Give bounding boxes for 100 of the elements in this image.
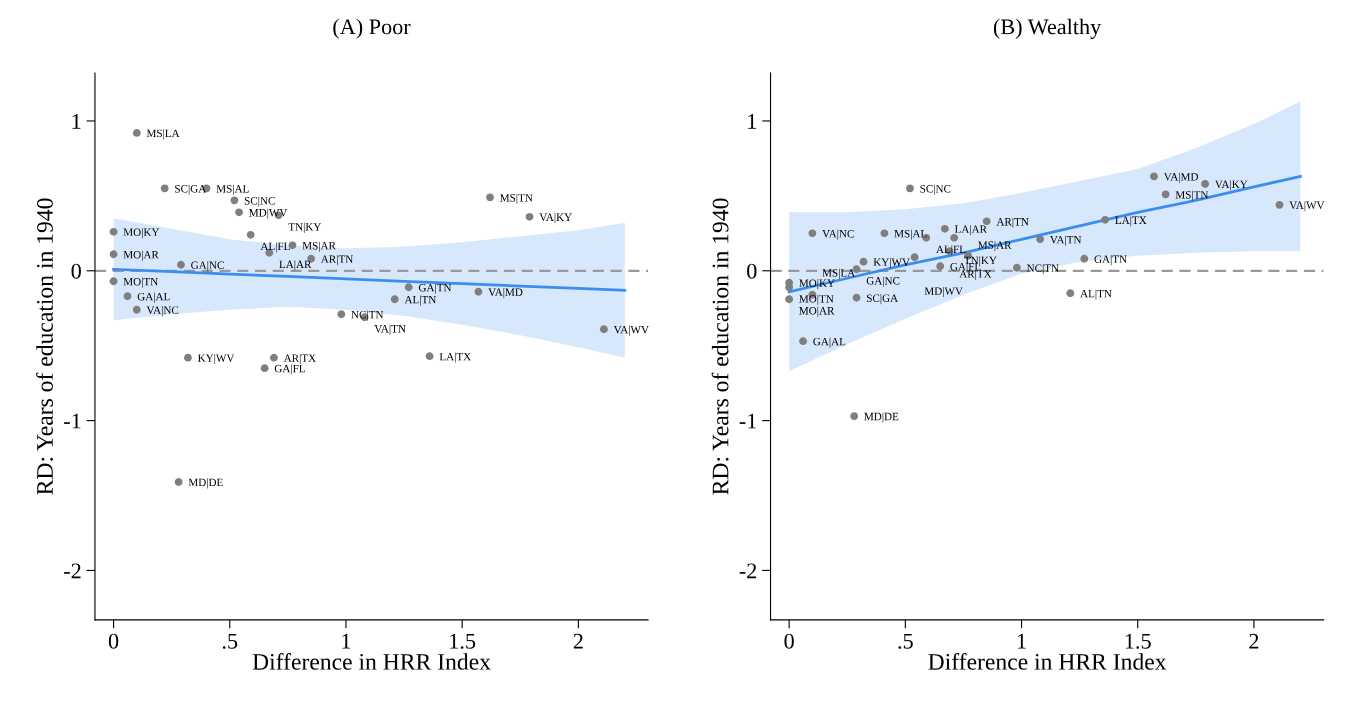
annotation: MD|DE [188, 478, 223, 489]
chart-title: (B) Wealthy [993, 18, 1102, 39]
y-tick-label: 1 [72, 113, 81, 129]
point [260, 364, 269, 373]
point [177, 260, 185, 269]
annotation: MS|LA [822, 268, 856, 279]
point [808, 229, 817, 238]
annotation: GA|NC [866, 276, 900, 287]
annotation: MO|AR [799, 306, 835, 317]
y-tick-label: 0 [747, 263, 757, 279]
x-tick-label: 1 [342, 633, 351, 649]
x-axis-title: Difference in HRR Index [252, 652, 491, 670]
point [982, 217, 991, 226]
point [486, 193, 494, 202]
y-axis-title: RD: Years of education in 1940 [36, 198, 54, 495]
annotation: LA|TX [439, 352, 471, 363]
point [404, 283, 413, 292]
point [950, 233, 959, 242]
annotation: VA|NC [822, 229, 854, 240]
annotation: GA|FL [274, 364, 305, 375]
point [246, 230, 255, 239]
annotation: MS|AL [894, 229, 927, 240]
chart-title: (A) Poor [333, 18, 411, 39]
annotation: MO|AR [123, 250, 159, 261]
point [910, 253, 919, 262]
point [132, 305, 141, 314]
annotation: VA|KY [1214, 180, 1248, 191]
annotation: AL|TN [1080, 289, 1112, 300]
point [859, 257, 868, 266]
annotation: KY|WV [197, 354, 235, 365]
point [1101, 215, 1110, 224]
annotation: AL|FL [936, 245, 966, 256]
point [474, 287, 483, 296]
point [174, 478, 183, 486]
x-tick-label: .5 [222, 633, 238, 649]
point [1080, 254, 1089, 263]
point [235, 208, 243, 217]
annotation: MD|WV [249, 208, 288, 219]
x-tick-label: 2 [573, 633, 583, 649]
point [852, 293, 861, 302]
point [160, 184, 169, 193]
point [390, 295, 399, 304]
annotation: VA|MD [1163, 172, 1199, 183]
x-tick-label: 1 [1017, 633, 1026, 649]
annotation: LA|AR [279, 260, 312, 271]
point [599, 325, 608, 334]
annotation: VA|TN [374, 324, 406, 335]
point [1066, 289, 1075, 298]
point [132, 129, 141, 137]
point [850, 412, 859, 421]
annotation: MS|TN [1175, 190, 1209, 201]
annotation: VA|KY [539, 213, 572, 224]
annotation: MD|DE [864, 412, 899, 423]
annotation: MO|KY [123, 228, 160, 239]
annotation: TN|KY [288, 222, 322, 233]
point [1012, 263, 1021, 272]
y-tick-label: 0 [71, 263, 81, 279]
y-axis-title: RD: Years of education in 1940 [711, 198, 729, 495]
x-tick-label: 0 [784, 633, 794, 649]
annotation: MS|AL [216, 184, 249, 195]
annotation: LA|TX [1115, 216, 1147, 227]
point [425, 352, 434, 361]
point [1036, 235, 1045, 244]
y-tick-label: -2 [739, 563, 757, 579]
point [880, 229, 889, 238]
annotation: GA|AL [137, 292, 170, 303]
point [337, 310, 346, 319]
x-axis-title: Difference in HRR Index [928, 652, 1167, 670]
x-tick-label: 2 [1249, 633, 1259, 649]
annotation: SC|NC [244, 196, 275, 207]
annotation: SC|GA [175, 184, 207, 195]
x-tick-label: 1.5 [1125, 633, 1151, 649]
annotation: VA|WV [613, 325, 649, 336]
annotation: MS|AR [302, 241, 336, 252]
annotation: VA|WV [1289, 201, 1325, 212]
annotation: SC|NC [920, 184, 951, 195]
point [785, 283, 794, 292]
point [109, 250, 118, 259]
point [230, 196, 239, 205]
point [269, 353, 278, 362]
point [184, 353, 192, 362]
annotation: GA|TN [1094, 255, 1127, 266]
point [940, 224, 949, 233]
y-tick-label: -2 [64, 563, 81, 579]
annotation: VA|MD [488, 288, 523, 299]
annotation: MS|LA [146, 129, 180, 140]
x-tick-label: 1.5 [450, 633, 476, 649]
annotation: SC|GA [867, 294, 899, 305]
annotation: AR|TN [320, 255, 354, 266]
annotation: MS|TN [500, 193, 533, 204]
annotation: GA|NC [191, 261, 224, 272]
point [936, 262, 945, 271]
point [109, 227, 118, 236]
point [1161, 190, 1170, 199]
point [109, 277, 118, 286]
point [906, 184, 914, 193]
point [1275, 200, 1284, 209]
point [123, 292, 132, 301]
annotation: VA|NC [146, 306, 179, 317]
y-tick-label: 1 [748, 113, 757, 129]
